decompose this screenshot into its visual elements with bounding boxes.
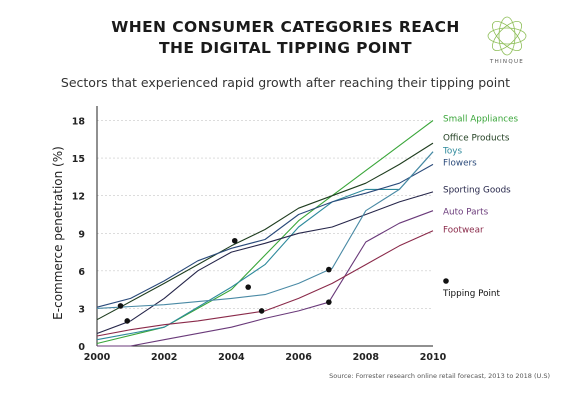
tipping-point-dot [245,284,251,290]
title-line-2: THE DIGITAL TIPPING POINT [158,39,413,57]
x-tick-label: 2000 [84,352,111,363]
x-tick-label: 2004 [218,352,245,363]
chart-subtitle: Sectors that experienced rapid growth af… [60,75,511,90]
legend-label: Flowers [443,159,477,169]
grid-lines [97,120,433,309]
x-tick-label: 2010 [420,352,447,363]
title-line-1: WHEN CONSUMER CATEGORIES REACH [111,18,460,36]
series-line [96,230,434,337]
source-note: Source: Forrester research online retail… [329,372,550,380]
logo-wordmark: THINQUE [489,59,525,65]
series-lines [96,120,434,347]
y-tick-label: 9 [78,229,85,240]
legend-label: Office Products [443,134,510,144]
y-tick-label: 0 [78,342,85,353]
leaf-logo-icon [487,16,527,56]
tipping-point-dot [117,303,124,309]
y-axis-label: E-commerce penetration (%) [51,146,65,320]
tipping-point-dot [231,237,238,244]
legend-label: Toys [442,147,462,157]
legend-label: Footwear [443,226,484,236]
thinque-logo: THINQUE [478,14,536,74]
tipping-point-dot [326,266,332,273]
legend-tipping-point-dot [443,278,449,284]
tipping-point-dot [258,308,265,314]
series-line [96,163,434,308]
tipping-point-dot [124,318,131,324]
axes: 0 3 6 9 12 15 18 2000 2002 2004 2006 2008 2010 [72,106,447,363]
y-tick-label: 12 [72,192,85,203]
series-line [96,191,434,335]
x-tick-label: 2006 [285,352,312,363]
y-tick-label: 6 [78,267,85,278]
chart-title: WHEN CONSUMER CATEGORIES REACH THE DIGIT… [0,17,571,59]
series-line [96,151,434,341]
x-tick-label: 2002 [151,352,177,363]
series-line [96,151,434,309]
legend-label: Auto Parts [443,208,489,218]
series-legend: Small Appliances Office Products Toys Flowe… [442,115,519,300]
y-tick-label: 15 [72,154,85,165]
tipping-points [117,237,332,324]
x-tick-label: 2008 [353,352,380,363]
y-tick-label: 18 [72,117,86,128]
legend-label: Sporting Goods [443,186,511,196]
legend-tipping-point-label: Tipping Point [442,289,501,299]
tipping-point-dot [326,299,332,305]
series-line [97,210,434,347]
legend-label: Small Appliances [443,115,519,125]
series-line [96,142,434,321]
y-tick-label: 3 [78,304,85,315]
series-line [96,120,434,345]
